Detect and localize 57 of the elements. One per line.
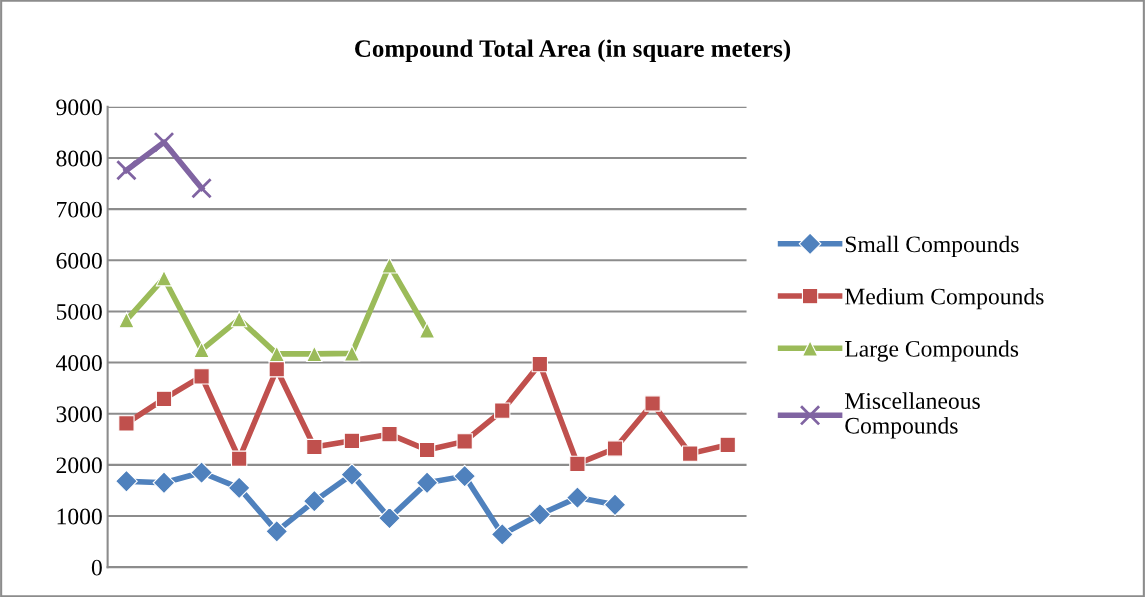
- point: [381, 425, 398, 443]
- point: [456, 433, 473, 450]
- point: [719, 436, 736, 454]
- point: [306, 345, 323, 363]
- point: [191, 177, 213, 199]
- point: [306, 438, 323, 456]
- point: [193, 368, 210, 385]
- point: [302, 489, 326, 513]
- point: [265, 519, 289, 543]
- point: [566, 486, 589, 509]
- legend-label: Large Compounds: [845, 340, 1019, 362]
- legend-label: Medium Compounds: [845, 287, 1044, 310]
- point: [415, 471, 439, 495]
- point: [193, 341, 210, 358]
- point: [153, 131, 175, 153]
- point: [230, 450, 248, 467]
- point: [418, 322, 436, 339]
- point: [603, 493, 627, 517]
- point: [381, 257, 398, 274]
- y-tick-label: 9000: [56, 99, 102, 116]
- point: [343, 345, 361, 362]
- point: [227, 476, 251, 500]
- point: [418, 441, 436, 459]
- point: [378, 506, 401, 530]
- legend-label: Small Compounds: [845, 235, 1019, 258]
- point: [268, 361, 285, 378]
- point: [152, 471, 176, 495]
- point: [340, 463, 364, 486]
- point: [681, 445, 699, 462]
- point: [343, 432, 361, 450]
- point: [116, 159, 137, 181]
- y-tick-label: 5000: [56, 303, 102, 320]
- y-tick-label: 1000: [57, 508, 102, 525]
- y-tick-label: 2000: [56, 457, 102, 474]
- point: [118, 311, 135, 329]
- point: [490, 523, 514, 546]
- point: [115, 469, 138, 493]
- point: [528, 503, 552, 526]
- legend-label: Miscellaneous Compounds: [845, 392, 980, 439]
- chart-title: Compound Total Area (in square meters): [355, 39, 791, 63]
- y-tick-label: 3000: [56, 406, 102, 423]
- y-tick-label: 7000: [57, 201, 102, 218]
- point: [531, 355, 549, 373]
- y-tick-label: 4000: [56, 355, 102, 371]
- point: [453, 464, 477, 488]
- point: [644, 395, 661, 412]
- point: [118, 415, 135, 432]
- point: [606, 440, 624, 457]
- point: [494, 402, 511, 419]
- y-tick-label: 0: [91, 559, 102, 576]
- y-tick-label: 6000: [56, 252, 102, 269]
- point: [155, 390, 173, 408]
- point: [190, 461, 213, 484]
- point: [569, 455, 586, 473]
- point: [230, 310, 248, 328]
- y-tick-label: 8000: [56, 150, 102, 167]
- point: [268, 345, 285, 363]
